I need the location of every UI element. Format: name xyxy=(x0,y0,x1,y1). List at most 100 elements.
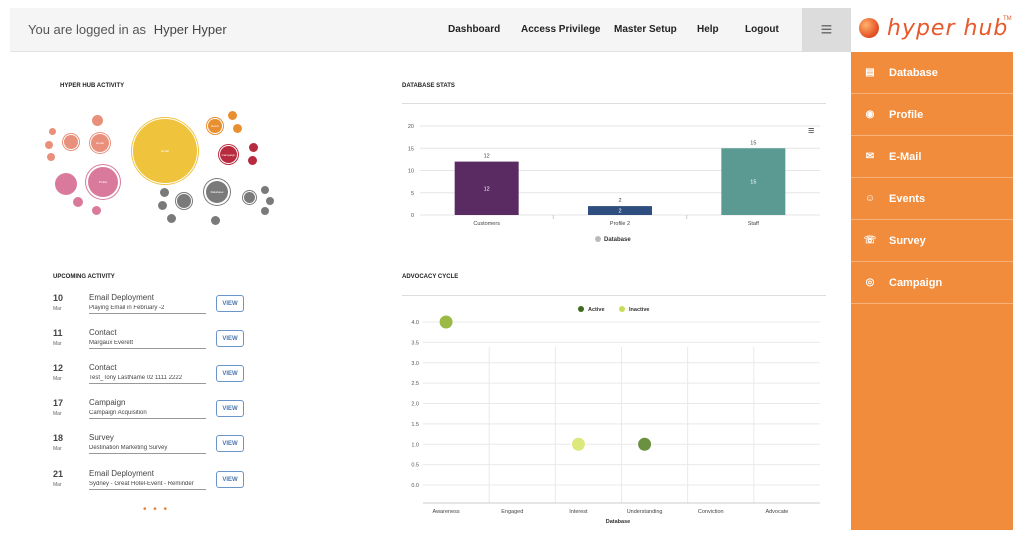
activity-bubble[interactable] xyxy=(233,124,242,133)
activity-type: Contact xyxy=(89,328,117,337)
y-tick-label: 1.0 xyxy=(411,442,419,448)
database-icon: ▤ xyxy=(865,67,875,78)
activity-bubble[interactable] xyxy=(261,186,269,194)
survey-icon: ☏ xyxy=(863,235,877,246)
activity-month: Mar xyxy=(53,446,62,452)
view-button[interactable]: VIEW xyxy=(216,295,244,312)
y-tick-label: 15 xyxy=(408,146,414,152)
x-tick-label: Awareness xyxy=(433,509,460,515)
sidebar-item-email[interactable]: ✉ E-Mail xyxy=(851,136,1013,178)
x-tick-label: Engaged xyxy=(501,509,523,515)
activity-day: 11 xyxy=(53,328,63,338)
activity-bubble[interactable] xyxy=(261,207,269,215)
activity-bubble[interactable] xyxy=(92,206,101,215)
activity-bubble[interactable] xyxy=(244,192,255,203)
activity-bubble[interactable] xyxy=(55,173,77,195)
activity-bubble[interactable] xyxy=(49,128,56,135)
legend-marker xyxy=(619,306,625,312)
activity-bubble[interactable] xyxy=(64,135,78,149)
y-tick-label: 0.5 xyxy=(411,463,419,469)
y-tick-label: 4.0 xyxy=(411,320,419,326)
activity-day: 18 xyxy=(53,433,64,443)
activity-bubble[interactable] xyxy=(45,141,53,149)
activity-bubble[interactable] xyxy=(228,111,237,120)
sidebar-item-campaign[interactable]: ◎ Campaign xyxy=(851,262,1013,304)
list-item: 17 Mar Campaign Campaign Acquisition VIE… xyxy=(53,398,263,430)
activity-detail: Margaux Everett xyxy=(89,340,206,349)
view-button[interactable]: VIEW xyxy=(216,330,244,347)
logo-ball-icon xyxy=(859,18,879,38)
activity-month: Mar xyxy=(53,306,62,312)
activity-bubble[interactable] xyxy=(266,197,274,205)
events-icon: ☺ xyxy=(864,193,876,204)
list-item: 11 Mar Contact Margaux Everett VIEW xyxy=(53,328,263,360)
activity-bubble[interactable] xyxy=(73,197,83,207)
bar xyxy=(454,161,519,215)
advocacy-cycle-title: ADVOCACY CYCLE xyxy=(402,274,459,280)
activity-type: Email Deployment xyxy=(89,293,154,302)
sidebar-item-events[interactable]: ☺ Events xyxy=(851,178,1013,220)
activity-bubble[interactable] xyxy=(167,214,176,223)
nav-logout[interactable]: Logout xyxy=(745,24,779,35)
activity-bubble[interactable]: Database xyxy=(206,181,228,203)
sidebar-item-profile[interactable]: ◉ Profile xyxy=(851,94,1013,136)
activity-bubble[interactable] xyxy=(211,216,220,225)
activity-detail: Sydney - Great Hotel-Event - Reminder xyxy=(89,481,206,490)
sidebar-item-label: Events xyxy=(889,192,926,205)
login-prefix: You are logged in as xyxy=(28,22,147,37)
y-tick-label: 0 xyxy=(411,213,414,219)
x-tick-label: Interest xyxy=(569,509,588,515)
database-stats-title: DATABASE STATS xyxy=(402,83,455,89)
activity-type: Campaign xyxy=(89,398,126,407)
x-tick-label: Staff xyxy=(748,221,760,227)
activity-day: 10 xyxy=(53,293,64,303)
nav-dashboard[interactable]: Dashboard xyxy=(448,24,501,35)
chart-menu-icon[interactable]: ≡ xyxy=(808,125,814,137)
bar-inner-label: 2 xyxy=(618,209,621,215)
activity-bubble[interactable]: Email xyxy=(91,134,109,152)
activity-detail: Campaign Acquisition xyxy=(89,410,206,419)
view-button[interactable]: VIEW xyxy=(216,365,244,382)
divider xyxy=(402,295,826,296)
activity-bubble[interactable]: Profile xyxy=(88,167,118,197)
bar xyxy=(588,206,652,215)
nav-master-setup[interactable]: Master Setup xyxy=(614,24,677,35)
scatter-point[interactable] xyxy=(570,436,586,452)
more-indicator[interactable]: • • • xyxy=(143,504,170,515)
activity-bubble[interactable]: Campaign xyxy=(220,146,237,163)
x-tick-label: Customers xyxy=(473,221,500,227)
activity-bubble[interactable] xyxy=(177,194,191,208)
email-icon: ✉ xyxy=(865,151,875,162)
activity-bubble[interactable] xyxy=(249,143,258,152)
nav-access-privilege[interactable]: Access Privilege xyxy=(521,24,601,35)
divider xyxy=(402,103,826,104)
activity-detail: Playing Email in February -2 xyxy=(89,305,206,314)
activity-bubble[interactable] xyxy=(47,153,55,161)
activity-title: HYPER HUB ACTIVITY xyxy=(60,83,125,89)
hyper-hub-logo[interactable]: hyper hub TM xyxy=(857,12,1013,46)
data-label: 12 xyxy=(484,154,490,160)
activity-bubble[interactable] xyxy=(160,188,169,197)
nav-help[interactable]: Help xyxy=(697,24,719,35)
activity-bubble[interactable] xyxy=(248,156,257,165)
logo-trademark: TM xyxy=(1003,16,1012,22)
view-button[interactable]: VIEW xyxy=(216,471,244,488)
data-label: 2 xyxy=(618,198,621,204)
activity-bubble[interactable] xyxy=(92,115,103,126)
activity-bubble[interactable]: Event xyxy=(208,119,222,133)
menu-toggle-button[interactable]: ≡ xyxy=(802,8,851,52)
scatter-point[interactable] xyxy=(438,314,454,330)
top-bar: You are logged in as Hyper Hyper Dashboa… xyxy=(10,8,851,52)
activity-bubble[interactable]: Email xyxy=(132,118,198,184)
sidebar: ▤ Database ◉ Profile ✉ E-Mail ☺ Events ☏… xyxy=(851,52,1013,530)
view-button[interactable]: VIEW xyxy=(216,435,244,452)
scatter-point[interactable] xyxy=(637,436,653,452)
view-button[interactable]: VIEW xyxy=(216,400,244,417)
sidebar-item-database[interactable]: ▤ Database xyxy=(851,52,1013,94)
sidebar-item-label: E-Mail xyxy=(889,150,922,163)
legend-label: Inactive xyxy=(629,307,649,313)
y-tick-label: 0.0 xyxy=(411,483,419,489)
activity-bubble[interactable] xyxy=(158,201,167,210)
sidebar-item-survey[interactable]: ☏ Survey xyxy=(851,220,1013,262)
y-tick-label: 1.5 xyxy=(411,422,419,428)
